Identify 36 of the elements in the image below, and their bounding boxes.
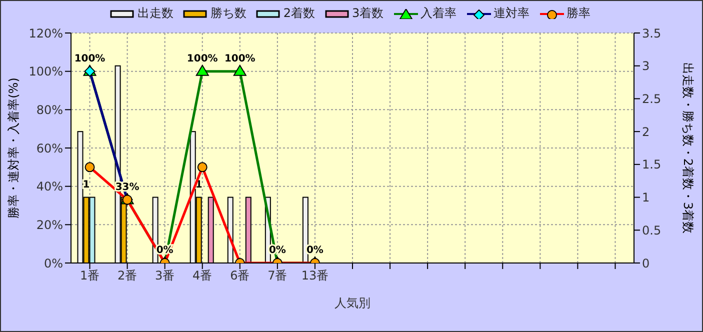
- y2-tick-label: 3.5: [642, 26, 662, 40]
- x-tick-label: 1番: [80, 268, 100, 283]
- y2-tick-label: 2: [642, 124, 650, 139]
- data-label: 1: [82, 179, 90, 190]
- annotation: 100%: [74, 53, 106, 64]
- y2-axis-title: 出走数・勝ち数・2着数・3着数: [680, 62, 695, 234]
- x-tick-label: 4番: [192, 268, 212, 283]
- legend-label: 出走数: [137, 5, 174, 22]
- y-axis-title: 勝率・連対率・入着率(%): [6, 78, 20, 218]
- y-tick-label: 60%: [36, 141, 63, 156]
- y-tick-label: 120%: [28, 26, 63, 40]
- x-tick-label: 13番: [301, 268, 329, 283]
- x-tick-label: 3番: [155, 268, 175, 283]
- x-tick-label: 2番: [117, 268, 138, 283]
- x-axis-title: 人気別: [334, 296, 370, 310]
- annotation: 100%: [224, 53, 256, 64]
- legend-label: 勝率: [566, 5, 591, 22]
- y2-tick-label: 3: [642, 59, 650, 74]
- legend-label: 2着数: [283, 5, 315, 22]
- legend-label: 3着数: [352, 5, 384, 22]
- x-tick-label: 7番: [268, 268, 288, 283]
- annotation: 100%: [186, 53, 218, 64]
- legend-label: 勝ち数: [210, 5, 246, 22]
- y2-tick-label: 2.5: [642, 92, 662, 106]
- y-tick-label: 80%: [36, 102, 63, 117]
- y2-tick-label: 1: [642, 190, 650, 205]
- y-tick-label: 40%: [36, 180, 63, 194]
- y2-tick-label: 1.5: [642, 158, 662, 172]
- y-tick-label: 20%: [36, 218, 63, 232]
- y-tick-label: 0%: [44, 256, 63, 270]
- legend-label: 連対率: [494, 5, 530, 22]
- legend-label: 入着率: [420, 5, 457, 22]
- y2-tick-label: 0: [642, 256, 650, 270]
- y-tick-label: 100%: [28, 64, 63, 79]
- x-tick-label: 6番: [230, 268, 250, 283]
- y2-tick-label: 0.5: [642, 223, 662, 238]
